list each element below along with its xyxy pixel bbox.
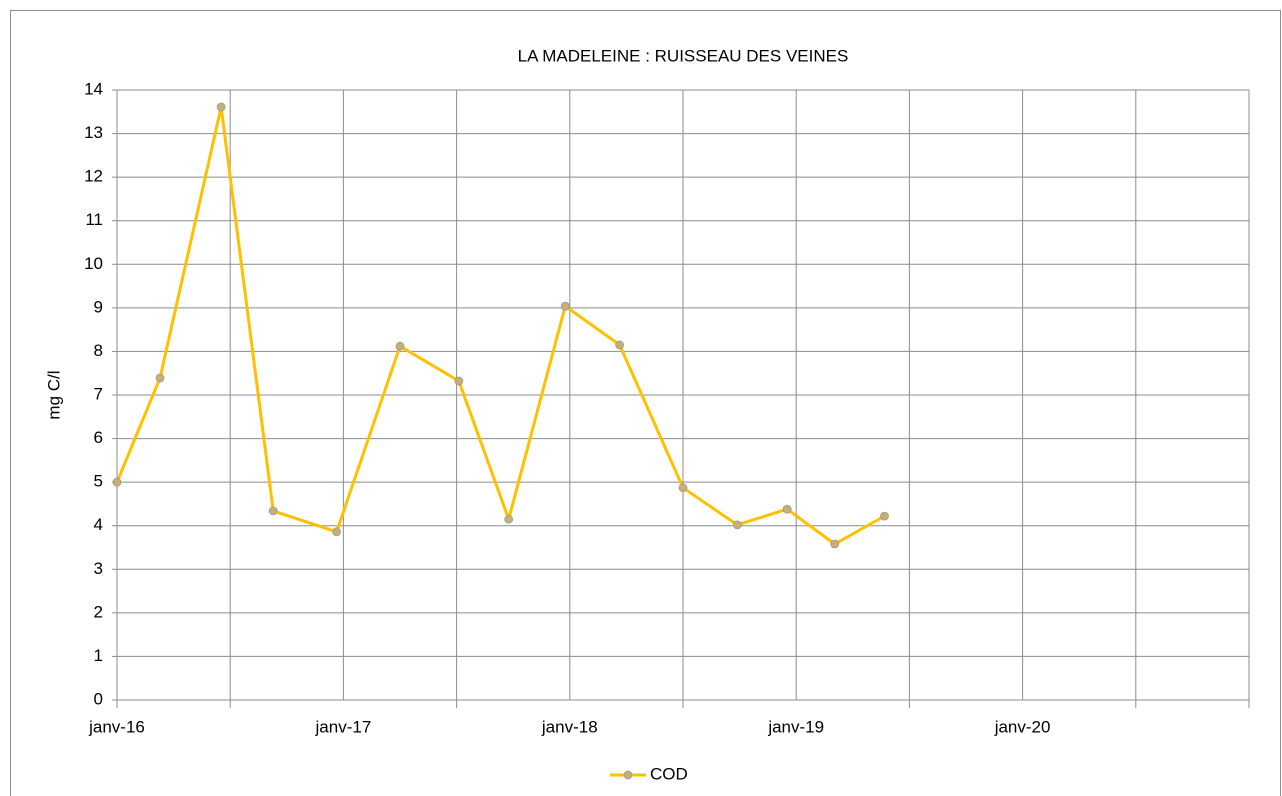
y-tick-label: 8: [94, 341, 103, 360]
data-point: [782, 504, 792, 514]
data-point: [332, 527, 342, 537]
data-point: [678, 483, 688, 493]
data-point: [504, 514, 514, 524]
y-tick-label: 7: [94, 384, 103, 403]
y-tick-label: 14: [84, 79, 103, 98]
y-tick-label: 1: [94, 646, 103, 665]
data-point: [880, 511, 889, 521]
legend-label: COD: [650, 764, 688, 783]
legend-marker: [623, 770, 633, 780]
x-tick-label: janv-18: [541, 717, 598, 736]
data-point: [216, 102, 226, 112]
data-point: [155, 373, 165, 383]
data-point: [732, 520, 742, 530]
y-tick-label: 3: [94, 559, 103, 578]
data-point: [560, 301, 570, 311]
y-tick-label: 0: [94, 689, 103, 708]
data-point: [830, 539, 840, 549]
data-point: [395, 341, 405, 351]
y-tick-label: 9: [94, 297, 103, 316]
y-tick-label: 2: [94, 602, 103, 621]
data-point: [112, 477, 122, 487]
data-point: [454, 376, 464, 386]
y-tick-label: 6: [94, 428, 103, 447]
y-tick-label: 13: [84, 123, 103, 142]
y-axis-label: mg C/l: [44, 370, 63, 419]
chart-title: LA MADELEINE : RUISSEAU DES VEINES: [518, 46, 849, 65]
data-point: [615, 340, 625, 350]
y-tick-label: 5: [94, 472, 103, 491]
x-tick-label: janv-20: [994, 717, 1051, 736]
y-tick-label: 12: [84, 167, 103, 186]
x-tick-label: janv-19: [767, 717, 824, 736]
y-tick-label: 11: [85, 210, 103, 229]
y-tick-label: 4: [94, 515, 103, 534]
x-tick-label: janv-17: [315, 717, 372, 736]
y-tick-label: 10: [84, 254, 103, 273]
x-tick-label: janv-16: [88, 717, 145, 736]
data-point: [268, 506, 278, 516]
